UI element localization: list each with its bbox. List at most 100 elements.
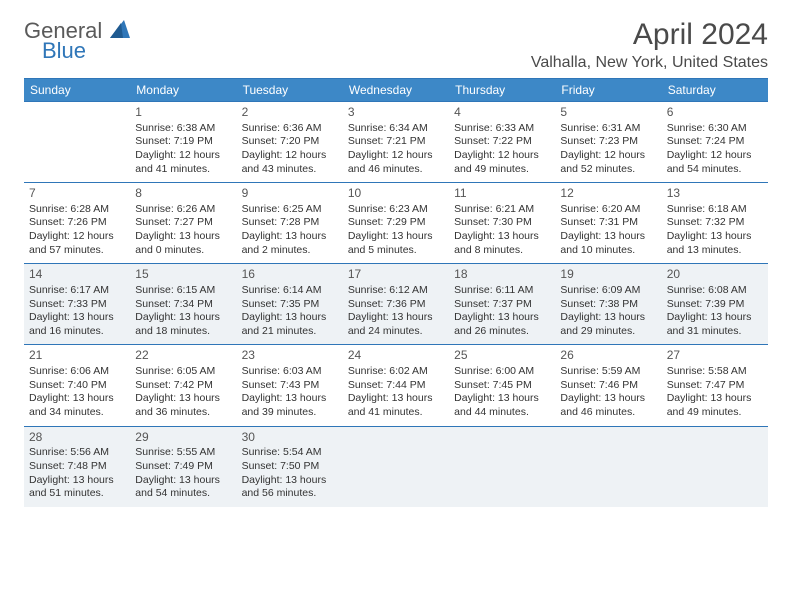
dow-sunday: Sunday bbox=[24, 79, 130, 101]
sunset-text: Sunset: 7:47 PM bbox=[667, 379, 763, 393]
sunset-text: Sunset: 7:35 PM bbox=[242, 298, 338, 312]
daylight-text: Daylight: 13 hours and 5 minutes. bbox=[348, 230, 444, 257]
sunrise-text: Sunrise: 6:11 AM bbox=[454, 284, 550, 298]
daylight-text: Daylight: 13 hours and 29 minutes. bbox=[560, 311, 656, 338]
sunset-text: Sunset: 7:40 PM bbox=[29, 379, 125, 393]
day-cell: 19 Sunrise: 6:09 AM Sunset: 7:38 PM Dayl… bbox=[555, 263, 661, 344]
day-number: 17 bbox=[348, 267, 444, 283]
sunset-text: Sunset: 7:43 PM bbox=[242, 379, 338, 393]
sunrise-text: Sunrise: 5:54 AM bbox=[242, 446, 338, 460]
sunrise-text: Sunrise: 6:26 AM bbox=[135, 203, 231, 217]
day-cell bbox=[24, 101, 130, 182]
day-cell: 22 Sunrise: 6:05 AM Sunset: 7:42 PM Dayl… bbox=[130, 344, 236, 425]
sunset-text: Sunset: 7:32 PM bbox=[667, 216, 763, 230]
day-cell: 25 Sunrise: 6:00 AM Sunset: 7:45 PM Dayl… bbox=[449, 344, 555, 425]
day-cell: 8 Sunrise: 6:26 AM Sunset: 7:27 PM Dayli… bbox=[130, 182, 236, 263]
sunset-text: Sunset: 7:49 PM bbox=[135, 460, 231, 474]
daylight-text: Daylight: 13 hours and 41 minutes. bbox=[348, 392, 444, 419]
day-number: 25 bbox=[454, 348, 550, 364]
daylight-text: Daylight: 13 hours and 31 minutes. bbox=[667, 311, 763, 338]
day-cell: 6 Sunrise: 6:30 AM Sunset: 7:24 PM Dayli… bbox=[662, 101, 768, 182]
daylight-text: Daylight: 13 hours and 51 minutes. bbox=[29, 474, 125, 501]
day-cell: 1 Sunrise: 6:38 AM Sunset: 7:19 PM Dayli… bbox=[130, 101, 236, 182]
sunset-text: Sunset: 7:36 PM bbox=[348, 298, 444, 312]
day-number: 24 bbox=[348, 348, 444, 364]
sunrise-text: Sunrise: 6:05 AM bbox=[135, 365, 231, 379]
daylight-text: Daylight: 13 hours and 2 minutes. bbox=[242, 230, 338, 257]
day-cell: 3 Sunrise: 6:34 AM Sunset: 7:21 PM Dayli… bbox=[343, 101, 449, 182]
sunrise-text: Sunrise: 6:17 AM bbox=[29, 284, 125, 298]
sunset-text: Sunset: 7:22 PM bbox=[454, 135, 550, 149]
sunrise-text: Sunrise: 6:18 AM bbox=[667, 203, 763, 217]
sunrise-text: Sunrise: 6:08 AM bbox=[667, 284, 763, 298]
day-number: 3 bbox=[348, 105, 444, 121]
day-number: 12 bbox=[560, 186, 656, 202]
sunrise-text: Sunrise: 6:14 AM bbox=[242, 284, 338, 298]
dow-wednesday: Wednesday bbox=[343, 79, 449, 101]
day-number: 13 bbox=[667, 186, 763, 202]
sunset-text: Sunset: 7:28 PM bbox=[242, 216, 338, 230]
sunrise-text: Sunrise: 6:23 AM bbox=[348, 203, 444, 217]
title-block: April 2024 Valhalla, New York, United St… bbox=[531, 18, 768, 72]
day-cell: 21 Sunrise: 6:06 AM Sunset: 7:40 PM Dayl… bbox=[24, 344, 130, 425]
daylight-text: Daylight: 13 hours and 0 minutes. bbox=[135, 230, 231, 257]
sunrise-text: Sunrise: 6:06 AM bbox=[29, 365, 125, 379]
sunset-text: Sunset: 7:33 PM bbox=[29, 298, 125, 312]
sunrise-text: Sunrise: 6:03 AM bbox=[242, 365, 338, 379]
sunrise-text: Sunrise: 6:15 AM bbox=[135, 284, 231, 298]
logo-text-blue: Blue bbox=[42, 38, 86, 64]
day-number: 20 bbox=[667, 267, 763, 283]
day-cell: 11 Sunrise: 6:21 AM Sunset: 7:30 PM Dayl… bbox=[449, 182, 555, 263]
sunrise-text: Sunrise: 6:33 AM bbox=[454, 122, 550, 136]
dow-friday: Friday bbox=[555, 79, 661, 101]
day-cell: 5 Sunrise: 6:31 AM Sunset: 7:23 PM Dayli… bbox=[555, 101, 661, 182]
day-number: 28 bbox=[29, 430, 125, 446]
day-cell: 29 Sunrise: 5:55 AM Sunset: 7:49 PM Dayl… bbox=[130, 426, 236, 507]
sunset-text: Sunset: 7:44 PM bbox=[348, 379, 444, 393]
sunset-text: Sunset: 7:39 PM bbox=[667, 298, 763, 312]
daylight-text: Daylight: 13 hours and 10 minutes. bbox=[560, 230, 656, 257]
daylight-text: Daylight: 13 hours and 54 minutes. bbox=[135, 474, 231, 501]
sunset-text: Sunset: 7:19 PM bbox=[135, 135, 231, 149]
day-number: 2 bbox=[242, 105, 338, 121]
day-number: 21 bbox=[29, 348, 125, 364]
calendar-grid: Sunday Monday Tuesday Wednesday Thursday… bbox=[24, 78, 768, 507]
daylight-text: Daylight: 13 hours and 18 minutes. bbox=[135, 311, 231, 338]
sunset-text: Sunset: 7:30 PM bbox=[454, 216, 550, 230]
daylight-text: Daylight: 12 hours and 49 minutes. bbox=[454, 149, 550, 176]
day-number: 26 bbox=[560, 348, 656, 364]
daylight-text: Daylight: 13 hours and 8 minutes. bbox=[454, 230, 550, 257]
daylight-text: Daylight: 13 hours and 13 minutes. bbox=[667, 230, 763, 257]
day-cell: 9 Sunrise: 6:25 AM Sunset: 7:28 PM Dayli… bbox=[237, 182, 343, 263]
sunrise-text: Sunrise: 6:20 AM bbox=[560, 203, 656, 217]
daylight-text: Daylight: 13 hours and 36 minutes. bbox=[135, 392, 231, 419]
day-number: 22 bbox=[135, 348, 231, 364]
day-cell: 7 Sunrise: 6:28 AM Sunset: 7:26 PM Dayli… bbox=[24, 182, 130, 263]
sunset-text: Sunset: 7:45 PM bbox=[454, 379, 550, 393]
sunset-text: Sunset: 7:31 PM bbox=[560, 216, 656, 230]
day-cell: 2 Sunrise: 6:36 AM Sunset: 7:20 PM Dayli… bbox=[237, 101, 343, 182]
dow-monday: Monday bbox=[130, 79, 236, 101]
dow-saturday: Saturday bbox=[662, 79, 768, 101]
sunset-text: Sunset: 7:42 PM bbox=[135, 379, 231, 393]
day-number: 30 bbox=[242, 430, 338, 446]
day-cell: 24 Sunrise: 6:02 AM Sunset: 7:44 PM Dayl… bbox=[343, 344, 449, 425]
day-cell bbox=[449, 426, 555, 507]
daylight-text: Daylight: 12 hours and 41 minutes. bbox=[135, 149, 231, 176]
sunset-text: Sunset: 7:38 PM bbox=[560, 298, 656, 312]
day-number: 19 bbox=[560, 267, 656, 283]
sunrise-text: Sunrise: 5:56 AM bbox=[29, 446, 125, 460]
sunrise-text: Sunrise: 6:31 AM bbox=[560, 122, 656, 136]
sunrise-text: Sunrise: 6:09 AM bbox=[560, 284, 656, 298]
sunset-text: Sunset: 7:34 PM bbox=[135, 298, 231, 312]
sunrise-text: Sunrise: 6:25 AM bbox=[242, 203, 338, 217]
day-number: 23 bbox=[242, 348, 338, 364]
sunset-text: Sunset: 7:48 PM bbox=[29, 460, 125, 474]
day-number: 11 bbox=[454, 186, 550, 202]
day-cell: 23 Sunrise: 6:03 AM Sunset: 7:43 PM Dayl… bbox=[237, 344, 343, 425]
day-cell: 18 Sunrise: 6:11 AM Sunset: 7:37 PM Dayl… bbox=[449, 263, 555, 344]
day-number: 6 bbox=[667, 105, 763, 121]
day-number: 14 bbox=[29, 267, 125, 283]
sunrise-text: Sunrise: 6:30 AM bbox=[667, 122, 763, 136]
daylight-text: Daylight: 13 hours and 39 minutes. bbox=[242, 392, 338, 419]
